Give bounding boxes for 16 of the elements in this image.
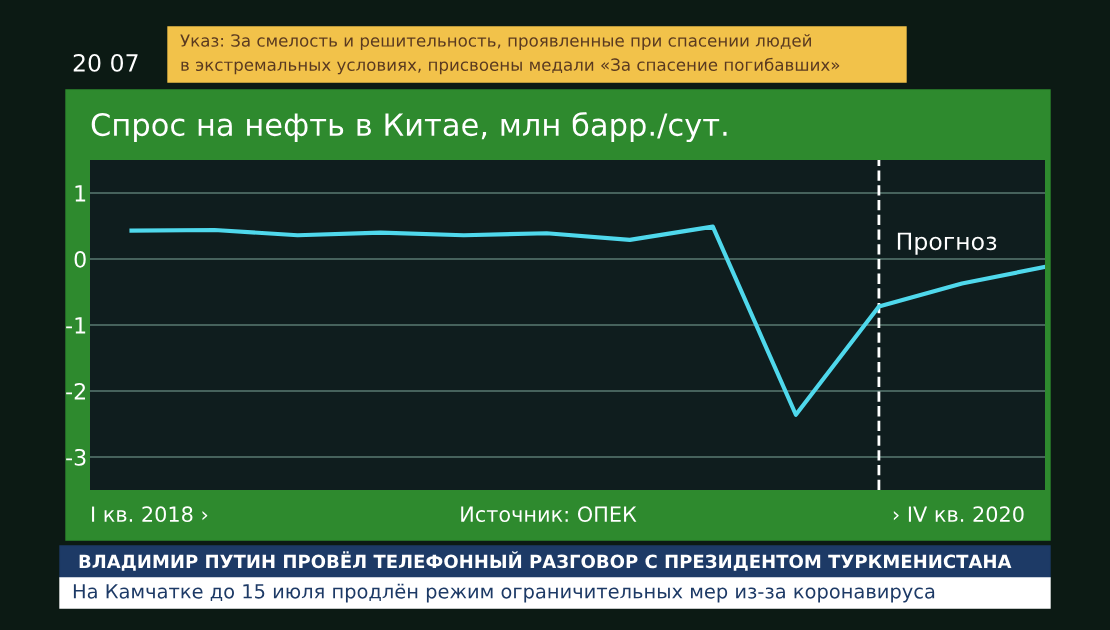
- text: в экстремальных условиях, присвоены медали «За спасение погибавших»: [181, 57, 840, 75]
- text: › IV кв. 2020: [893, 506, 1024, 523]
- y-tick-label: -3: [66, 448, 86, 466]
- y-tick-label: 1: [75, 185, 86, 202]
- text: Указ: За смелость и решительность, проявленные при спасении людей: [180, 34, 811, 51]
- text: На Камчатке до 15 июля продлён режим ограничительных мер из-за коронавируса: [73, 583, 935, 603]
- y-tick-label: -1: [66, 317, 86, 334]
- text: ВЛАДИМИР ПУТИН ПРОВЁЛ ТЕЛЕФОННЫЙ РАЗГОВОР С ПРЕЗИДЕНТОМ ТУРКМЕНИСТАНА: [79, 551, 1012, 571]
- annotation: Прогноз: [897, 232, 997, 255]
- y-tick-label: 0: [74, 250, 86, 268]
- text: 20 07: [73, 53, 138, 72]
- chart-title: Спрос на нефть в Китае, млн барр./сут.: [91, 111, 727, 143]
- y-tick-label: -2: [66, 382, 85, 400]
- line-series: [129, 224, 1045, 417]
- text: I кв. 2018 ›: [92, 506, 208, 523]
- text: Источник: ОПЕК: [461, 506, 637, 523]
